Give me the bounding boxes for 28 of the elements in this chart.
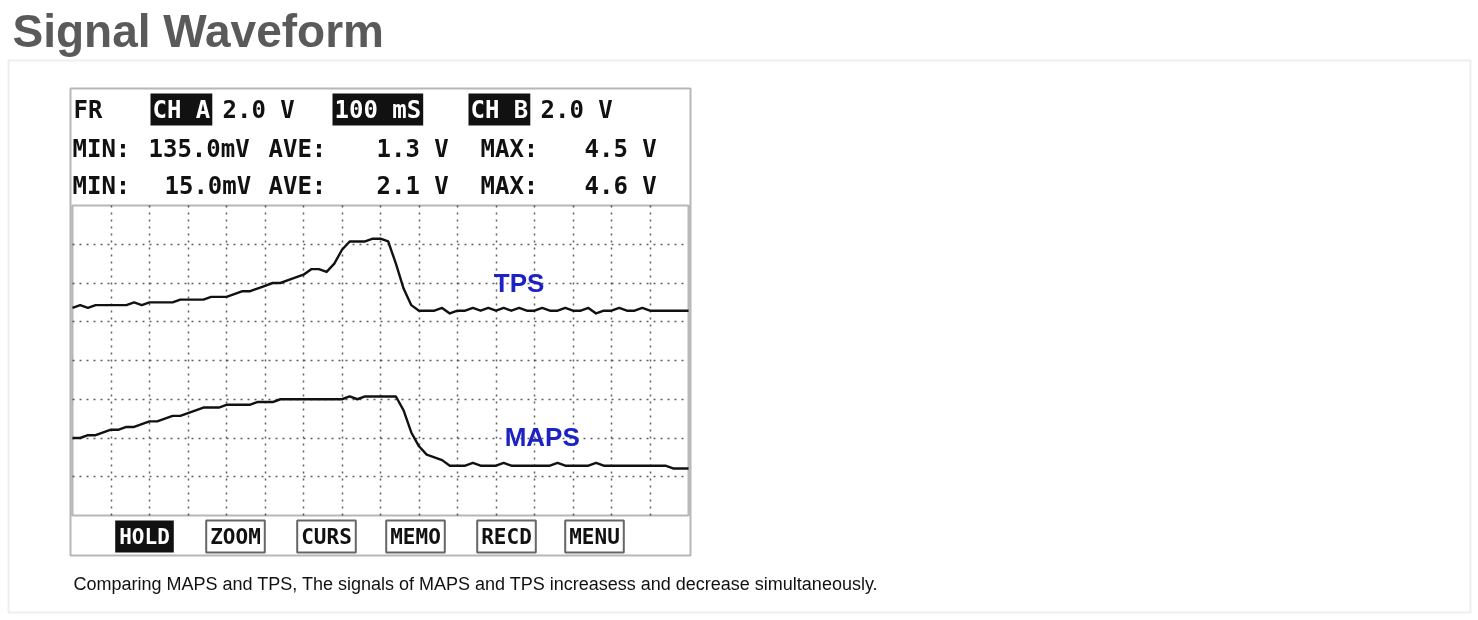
text: MIN:	[72, 134, 131, 163]
text: CH A	[152, 95, 211, 124]
text: CURS	[301, 524, 352, 549]
text: Comparing MAPS and TPS, The signals of MAPS and TPS increasess and decrease simultaneously.	[73, 573, 878, 594]
text: 15.0mV	[164, 171, 252, 200]
series-label: MAPS	[504, 421, 580, 452]
text: MIN:	[72, 171, 131, 200]
text: 135.0mV	[148, 134, 250, 163]
text: RECD	[481, 524, 532, 549]
text: CH B	[470, 95, 529, 124]
text: 2.0 V	[540, 95, 613, 124]
text: HOLD	[119, 524, 170, 549]
text: MAX:	[480, 171, 539, 200]
chart-title: Signal Waveform	[12, 4, 384, 57]
text: 4.5 V	[584, 134, 657, 163]
series-label: TPS	[493, 267, 545, 298]
text: MEMO	[390, 524, 441, 549]
text: MAX:	[480, 134, 539, 163]
text: 100 mS	[334, 95, 422, 124]
text: 2.1 V	[376, 171, 449, 200]
text: AVE:	[268, 171, 327, 200]
text: 2.0 V	[222, 95, 295, 124]
text: FR	[73, 95, 103, 124]
text: AVE:	[268, 134, 327, 163]
text: 1.3 V	[376, 134, 449, 163]
text: MENU	[569, 524, 620, 549]
text: ZOOM	[210, 524, 261, 549]
text: 4.6 V	[584, 171, 657, 200]
